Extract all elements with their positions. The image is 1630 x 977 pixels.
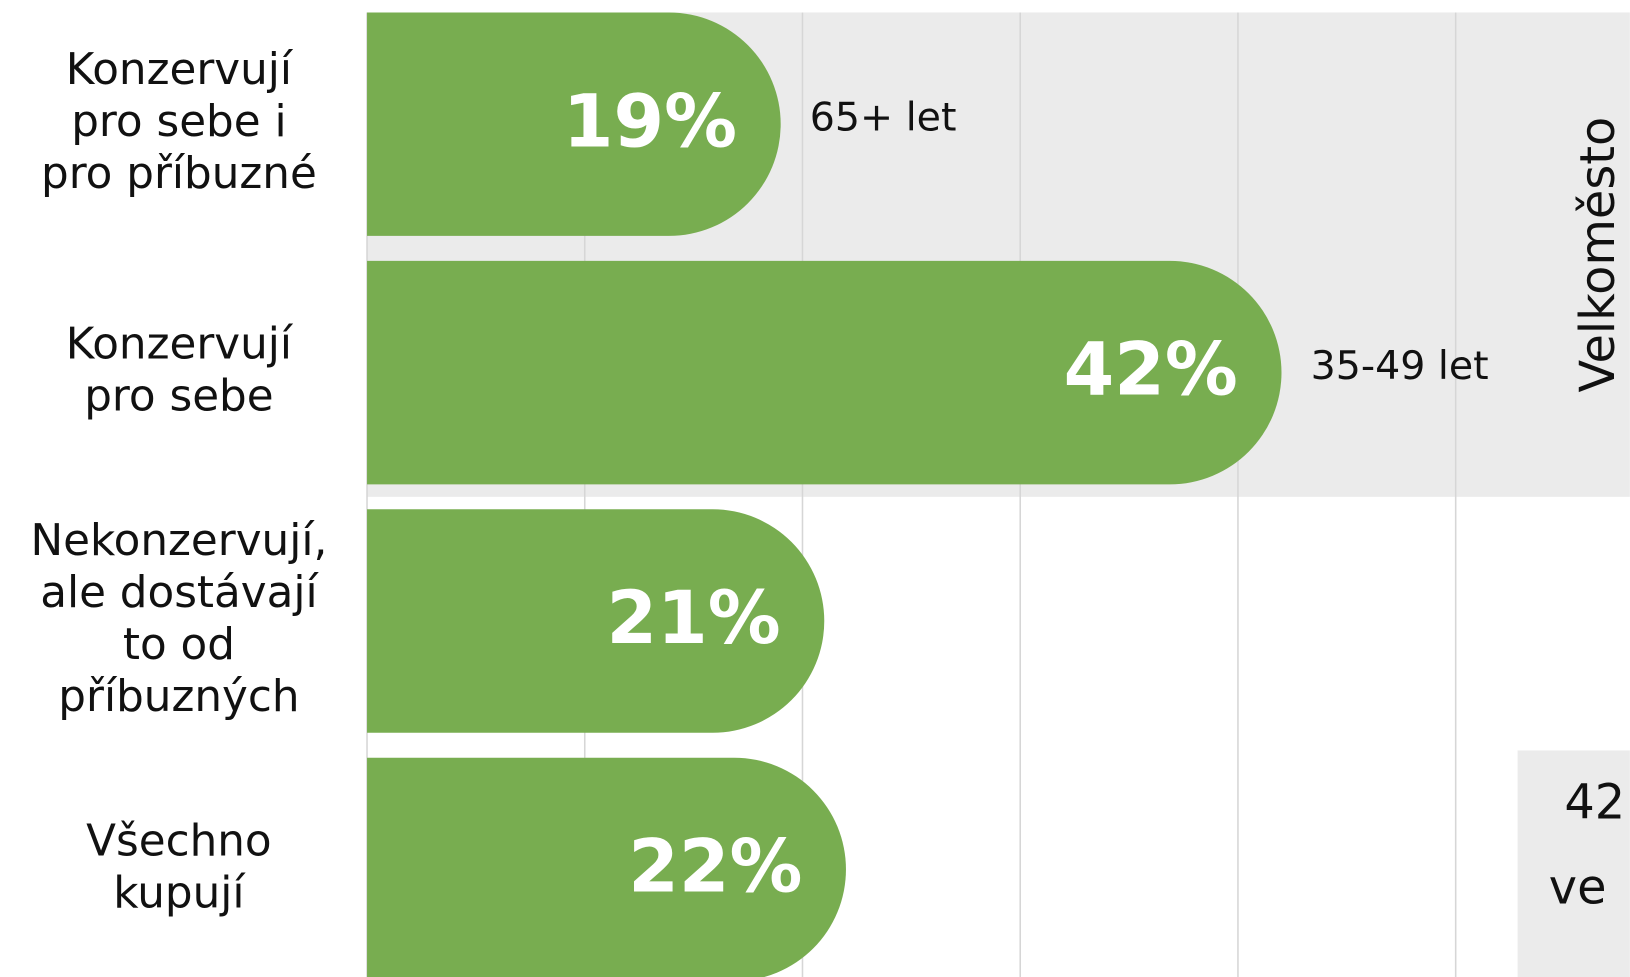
category-label: Všechno kupují bbox=[86, 815, 271, 918]
category-line: Nekonzervují, bbox=[30, 515, 327, 566]
category-label: Konzervují pro sebe bbox=[66, 319, 294, 422]
category-line: pro sebe i bbox=[71, 96, 286, 147]
category-line: ale dostávají bbox=[40, 567, 319, 618]
bars: 19% 65+ let 42% 35-49 let 21% 22% bbox=[367, 12, 1489, 977]
box-text: 42 bbox=[1564, 776, 1625, 831]
category-line: kupují bbox=[113, 867, 246, 918]
annotation: 65+ let bbox=[810, 95, 957, 141]
category-label: Konzervují pro sebe i pro příbuzné bbox=[41, 44, 317, 199]
bar bbox=[367, 757, 847, 977]
bar bbox=[367, 260, 1282, 485]
note-box bbox=[1517, 750, 1630, 977]
value-label: 22% bbox=[628, 825, 802, 910]
category-line: Konzervují bbox=[66, 319, 294, 370]
category-label: Nekonzervují, ale dostávají to od příbuznýc… bbox=[30, 515, 327, 722]
value-label: 19% bbox=[563, 79, 737, 164]
category-line: pro sebe bbox=[84, 371, 273, 422]
side-label: Velkoměsto bbox=[1571, 117, 1626, 393]
category-line: Všechno bbox=[86, 815, 271, 866]
category-line: Konzervují bbox=[66, 44, 294, 95]
value-label: 42% bbox=[1064, 328, 1238, 413]
annotation: 35-49 let bbox=[1311, 343, 1489, 389]
category-line: pro příbuzné bbox=[41, 148, 317, 199]
box-text: ve bbox=[1549, 861, 1607, 916]
value-label: 21% bbox=[606, 576, 780, 661]
bar bbox=[367, 12, 781, 236]
category-line: to od bbox=[123, 619, 235, 670]
bar bbox=[367, 509, 825, 733]
category-line: příbuzných bbox=[58, 671, 299, 722]
